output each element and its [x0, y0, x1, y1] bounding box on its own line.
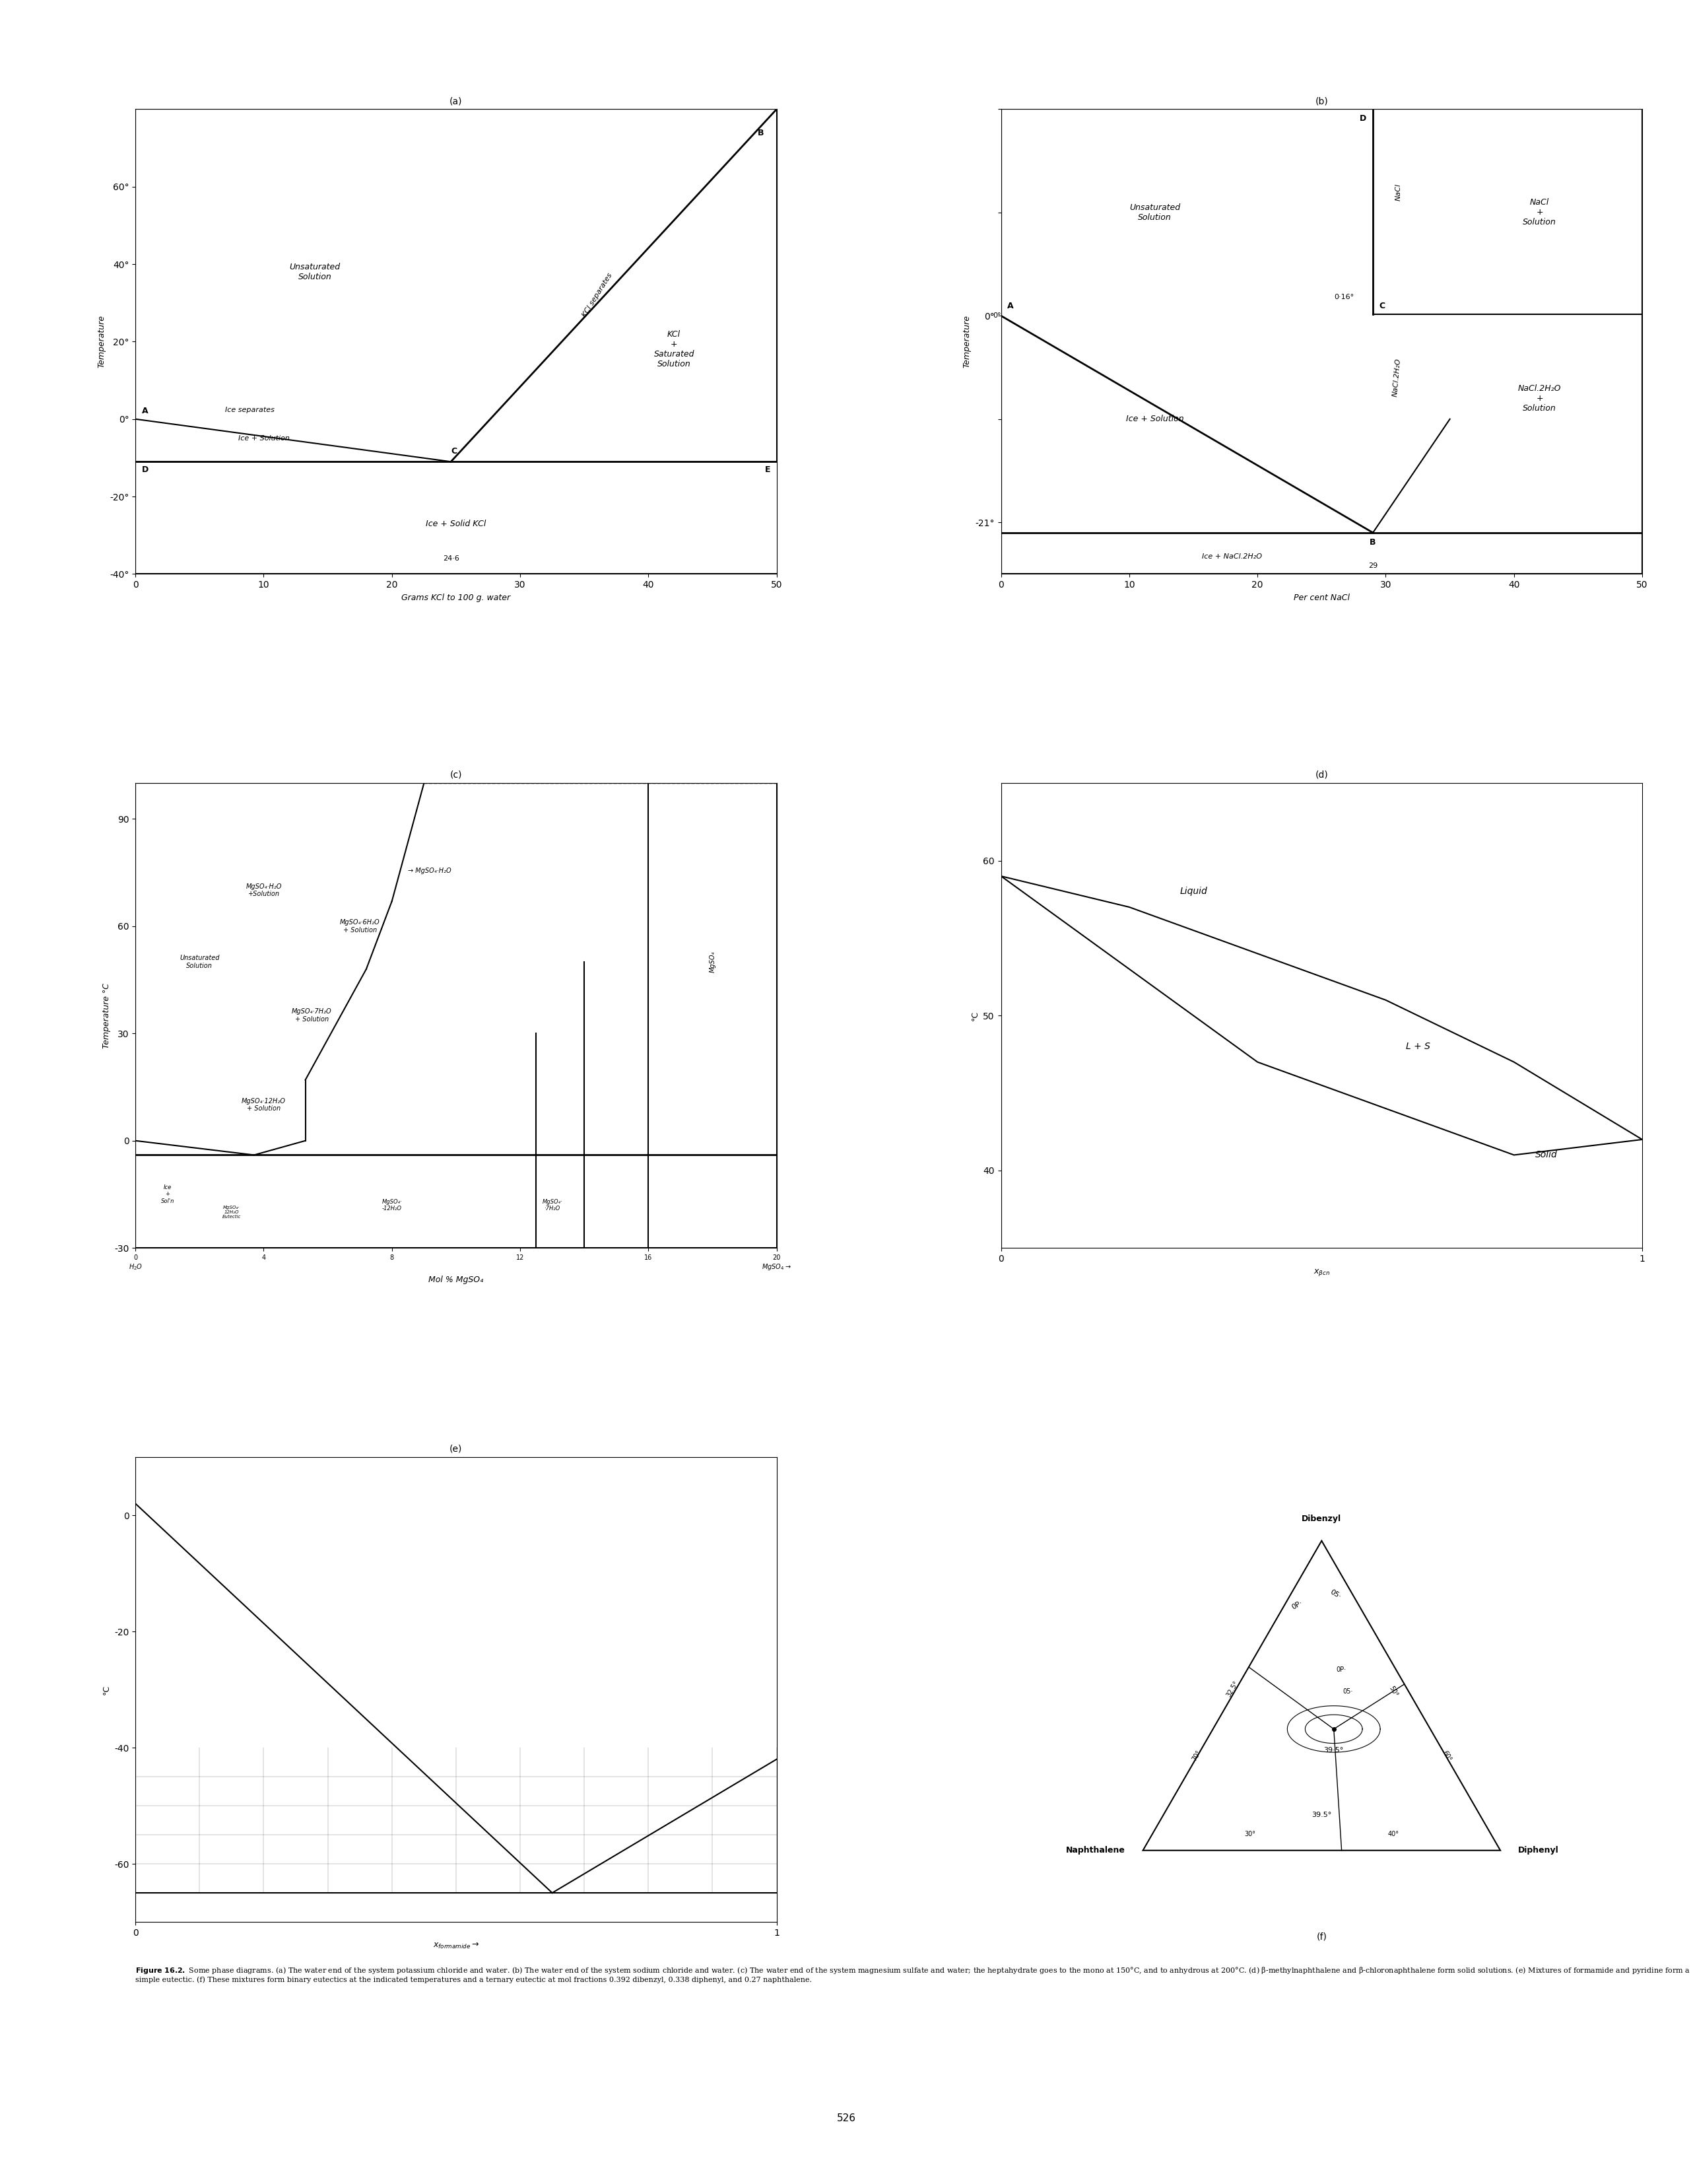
Y-axis label: °C: °C	[970, 1011, 979, 1020]
Text: NaCl
+
Solution: NaCl + Solution	[1524, 199, 1556, 227]
Title: (c): (c)	[450, 771, 462, 780]
X-axis label: Mol % MgSO₄: Mol % MgSO₄	[428, 1275, 484, 1284]
Text: 32.5°: 32.5°	[1226, 1679, 1239, 1697]
X-axis label: $x_{\beta cn}$: $x_{\beta cn}$	[1314, 1267, 1331, 1278]
Text: MgSO₄: MgSO₄	[709, 952, 716, 972]
Title: (d): (d)	[1315, 771, 1327, 780]
Text: Ice + NaCl.2H₂O: Ice + NaCl.2H₂O	[1202, 553, 1261, 559]
Text: D: D	[142, 465, 149, 474]
Text: 29: 29	[1368, 561, 1378, 568]
Text: C: C	[450, 448, 457, 456]
Text: B: B	[757, 129, 764, 138]
Text: Unsaturated
Solution: Unsaturated Solution	[179, 954, 220, 970]
Text: $\bf{Figure\ 16.2.}$ Some phase diagrams. (a) The water end of the system potass: $\bf{Figure\ 16.2.}$ Some phase diagrams…	[135, 1966, 1690, 1983]
Text: Ice separates: Ice separates	[225, 406, 274, 413]
Text: 24·6: 24·6	[442, 555, 459, 561]
Text: Ice + Solution: Ice + Solution	[239, 435, 290, 441]
Text: → MgSO₄·H₂O: → MgSO₄·H₂O	[408, 867, 452, 874]
X-axis label: Grams KCl to 100 g. water: Grams KCl to 100 g. water	[401, 594, 511, 603]
Text: Ice + Solution: Ice + Solution	[1126, 415, 1183, 424]
Text: 40°: 40°	[1388, 1830, 1398, 1837]
Text: Unsaturated
Solution: Unsaturated Solution	[290, 262, 340, 282]
Text: Ice + Solid KCl: Ice + Solid KCl	[427, 520, 486, 529]
Text: Unsaturated
Solution: Unsaturated Solution	[1129, 203, 1180, 223]
X-axis label: $x_{formamide} \rightarrow$: $x_{formamide} \rightarrow$	[433, 1942, 479, 1950]
Text: 39.5°: 39.5°	[1312, 1811, 1332, 1817]
Text: Diphenyl: Diphenyl	[1519, 1845, 1559, 1854]
Text: NaCl.2H₂O
+
Solution: NaCl.2H₂O + Solution	[1519, 384, 1561, 413]
Text: 30°: 30°	[1244, 1830, 1256, 1837]
Text: MgSO₄·
12H₂O
Eutectic: MgSO₄· 12H₂O Eutectic	[222, 1206, 240, 1219]
Text: Liquid: Liquid	[1180, 887, 1207, 895]
Text: MgSO₄·12H₂O
+ Solution: MgSO₄·12H₂O + Solution	[242, 1099, 286, 1112]
Text: MgSO₄·H₂O
+Solution: MgSO₄·H₂O +Solution	[245, 882, 281, 898]
Text: 05·: 05·	[1343, 1688, 1353, 1695]
Text: Ice
+
Sol'n: Ice + Sol'n	[161, 1184, 174, 1203]
Text: 0°: 0°	[992, 312, 1001, 319]
Text: MgSO₄·7H₂O
+ Solution: MgSO₄·7H₂O + Solution	[291, 1009, 332, 1022]
Title: (f): (f)	[1317, 1933, 1327, 1942]
Title: (e): (e)	[450, 1444, 462, 1455]
Text: NaCl.2H₂O: NaCl.2H₂O	[1392, 358, 1402, 397]
Text: Dibenzyl: Dibenzyl	[1302, 1514, 1341, 1522]
Text: MgSO₄·
-12H₂O: MgSO₄· -12H₂O	[383, 1199, 401, 1212]
Title: (a): (a)	[450, 96, 462, 105]
Text: 0P·: 0P·	[1336, 1666, 1346, 1673]
Y-axis label: °C: °C	[102, 1684, 110, 1695]
Text: Naphthalene: Naphthalene	[1065, 1845, 1126, 1854]
Text: C: C	[1380, 301, 1385, 310]
Text: KCl separates: KCl separates	[581, 273, 613, 319]
Title: (b): (b)	[1315, 96, 1327, 105]
Text: D: D	[1359, 114, 1366, 122]
Text: MgSO₄·6H₂O
+ Solution: MgSO₄·6H₂O + Solution	[340, 919, 379, 933]
Text: Solid: Solid	[1536, 1151, 1558, 1160]
Text: A: A	[1007, 301, 1014, 310]
Text: B: B	[1370, 537, 1376, 546]
Text: KCl
+
Saturated
Solution: KCl + Saturated Solution	[653, 330, 694, 369]
Text: 526: 526	[836, 2114, 857, 2123]
X-axis label: Per cent NaCl: Per cent NaCl	[1293, 594, 1349, 603]
Text: A: A	[142, 406, 149, 415]
Y-axis label: Temperature °C: Temperature °C	[102, 983, 110, 1048]
Text: 0P·: 0P·	[1290, 1599, 1304, 1612]
Text: NaCl: NaCl	[1395, 183, 1402, 201]
Text: E: E	[765, 465, 770, 474]
Text: MgSO₄·
·7H₂O: MgSO₄· ·7H₂O	[542, 1199, 562, 1212]
Text: 0·16°: 0·16°	[1334, 293, 1354, 299]
Text: 70°: 70°	[1190, 1749, 1202, 1762]
Y-axis label: Temperature: Temperature	[98, 314, 107, 369]
Text: 05·: 05·	[1329, 1588, 1343, 1601]
Text: 50°: 50°	[1388, 1684, 1398, 1697]
Text: L + S: L + S	[1405, 1042, 1431, 1051]
Text: 39·5°: 39·5°	[1324, 1747, 1344, 1754]
Y-axis label: Temperature: Temperature	[963, 314, 972, 369]
Text: 60°: 60°	[1441, 1749, 1453, 1762]
